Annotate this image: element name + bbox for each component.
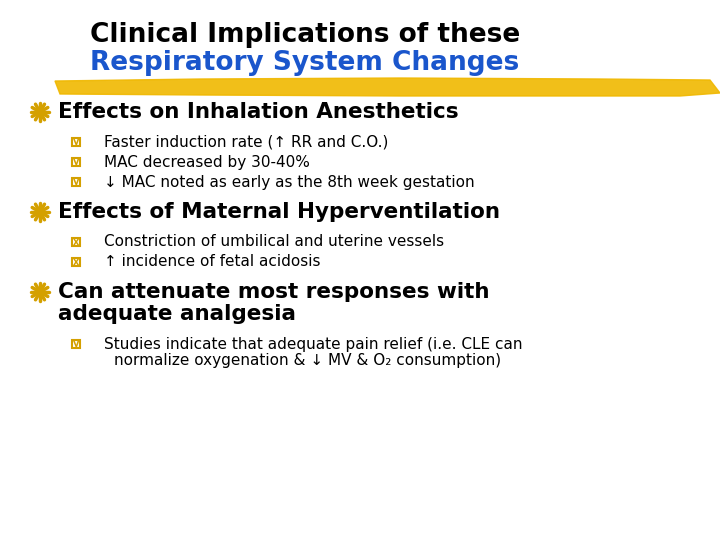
Text: ↓ MAC noted as early as the 8th week gestation: ↓ MAC noted as early as the 8th week ges… [104, 174, 474, 190]
Text: adequate analgesia: adequate analgesia [58, 304, 296, 324]
Polygon shape [55, 78, 720, 96]
Text: Effects of Maternal Hyperventilation: Effects of Maternal Hyperventilation [58, 202, 500, 222]
Text: y: y [73, 177, 79, 187]
Text: x: x [73, 257, 79, 267]
Text: MAC decreased by 30-40%: MAC decreased by 30-40% [104, 154, 310, 170]
Text: Can attenuate most responses with: Can attenuate most responses with [58, 282, 490, 302]
Text: normalize oxygenation & ↓ MV & O₂ consumption): normalize oxygenation & ↓ MV & O₂ consum… [114, 354, 501, 368]
Text: ↑ incidence of fetal acidosis: ↑ incidence of fetal acidosis [104, 254, 320, 269]
Text: Faster induction rate (↑ RR and C.O.): Faster induction rate (↑ RR and C.O.) [104, 134, 388, 150]
Text: Studies indicate that adequate pain relief (i.e. CLE can: Studies indicate that adequate pain reli… [104, 336, 523, 352]
Text: y: y [73, 339, 79, 349]
Text: y: y [73, 157, 79, 167]
Text: Constriction of umbilical and uterine vessels: Constriction of umbilical and uterine ve… [104, 234, 444, 249]
Text: y: y [73, 137, 79, 147]
Text: Effects on Inhalation Anesthetics: Effects on Inhalation Anesthetics [58, 102, 459, 122]
Text: Respiratory System Changes: Respiratory System Changes [90, 50, 519, 76]
Text: x: x [73, 237, 79, 247]
Text: Clinical Implications of these: Clinical Implications of these [90, 22, 521, 48]
